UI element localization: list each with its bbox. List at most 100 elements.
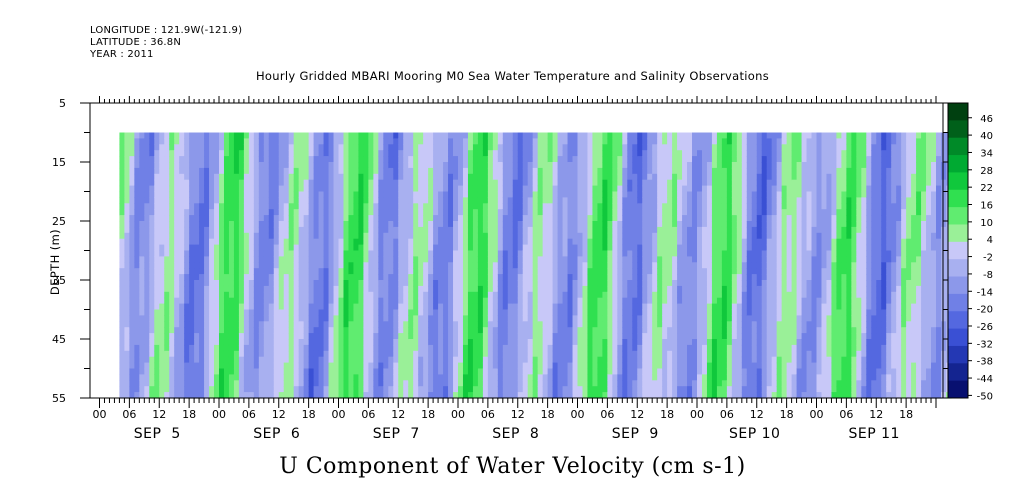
heatmap-cell <box>408 386 414 393</box>
heatmap-cell <box>204 173 210 181</box>
heatmap-cell <box>462 150 469 157</box>
heatmap-cell <box>298 232 305 240</box>
heatmap-cell <box>472 173 479 181</box>
heatmap-cell <box>423 226 429 234</box>
heatmap-cell <box>383 132 389 139</box>
heatmap-cell <box>477 250 484 257</box>
heatmap-cell <box>448 179 454 187</box>
heatmap-cell <box>413 285 419 293</box>
heatmap-cell <box>169 315 175 322</box>
heatmap-cell <box>323 339 330 346</box>
heatmap-cell <box>179 315 185 322</box>
heatmap-cell <box>423 392 429 399</box>
heatmap-cell <box>567 285 574 293</box>
heatmap-cell <box>139 274 145 281</box>
heatmap-cell <box>308 162 315 169</box>
heatmap-cell <box>283 244 290 252</box>
heatmap-cell <box>458 285 464 293</box>
heatmap-cell <box>517 327 524 334</box>
heatmap-cell <box>129 309 135 316</box>
heatmap-cell <box>642 268 648 275</box>
heatmap-cell <box>149 250 155 257</box>
heatmap-cell <box>159 333 165 340</box>
heatmap-cell <box>403 327 409 334</box>
heatmap-cell <box>552 339 559 346</box>
heatmap-cell <box>228 303 235 311</box>
heatmap-cell <box>467 191 474 198</box>
heatmap-cell <box>228 167 235 175</box>
heatmap-cell <box>657 197 663 204</box>
heatmap-cell <box>438 374 444 381</box>
heatmap-cell <box>119 386 125 393</box>
heatmap-cell <box>443 321 449 328</box>
heatmap-cell <box>228 268 235 275</box>
heatmap-cell <box>433 309 439 316</box>
heatmap-cell <box>283 380 290 387</box>
heatmap-cell <box>522 368 529 375</box>
heatmap-cell <box>204 256 210 263</box>
heatmap-cell <box>268 250 275 257</box>
heatmap-cell <box>547 209 554 216</box>
heatmap-cell <box>482 209 489 216</box>
heatmap-cell <box>492 362 499 370</box>
heatmap-cell <box>288 179 295 187</box>
heatmap-cell <box>647 268 653 275</box>
heatmap-cell <box>184 303 190 311</box>
heatmap-cell <box>567 238 574 246</box>
heatmap-cell <box>512 150 519 157</box>
heatmap-cell <box>398 344 404 352</box>
heatmap-cell <box>278 197 285 204</box>
heatmap-cell <box>637 321 643 328</box>
heatmap-cell <box>467 315 474 322</box>
heatmap-cell <box>492 185 499 193</box>
heatmap-cell <box>482 173 489 181</box>
heatmap-cell <box>438 350 444 358</box>
heatmap-cell <box>383 162 389 169</box>
heatmap-cell <box>667 333 673 340</box>
heatmap-cell <box>567 232 574 240</box>
heatmap-cell <box>268 374 275 381</box>
heatmap-cell <box>124 232 130 240</box>
heatmap-cell <box>462 179 469 187</box>
heatmap-cell <box>308 362 315 370</box>
heatmap-cell <box>487 162 494 169</box>
heatmap-cell <box>383 315 389 322</box>
heatmap-cell <box>492 232 499 240</box>
heatmap-cell <box>482 250 489 257</box>
heatmap-cell <box>512 197 519 204</box>
heatmap-cell <box>363 274 369 281</box>
heatmap-cell <box>428 380 434 387</box>
heatmap-cell <box>333 256 340 263</box>
heatmap-cell <box>647 392 653 399</box>
heatmap-cell <box>273 268 280 275</box>
heatmap-cell <box>517 291 524 299</box>
heatmap-cell <box>398 167 404 175</box>
heatmap-cell <box>214 303 220 311</box>
heatmap-cell <box>652 209 658 216</box>
heatmap-cell <box>378 150 384 157</box>
heatmap-cell <box>273 291 280 299</box>
heatmap-cell <box>632 162 638 169</box>
heatmap-cell <box>343 368 350 375</box>
heatmap-cell <box>577 309 584 316</box>
heatmap-cell <box>278 191 285 198</box>
heatmap-cell <box>632 374 638 381</box>
heatmap-cell <box>124 162 130 169</box>
heatmap-cell <box>328 386 335 393</box>
heatmap-cell <box>592 291 599 299</box>
heatmap-cell <box>383 274 389 281</box>
heatmap-cell <box>129 173 135 181</box>
heatmap-cell <box>398 339 404 346</box>
heatmap-cell <box>303 197 310 204</box>
heatmap-cell <box>169 380 175 387</box>
heatmap-cell <box>527 197 534 204</box>
heatmap-cell <box>423 185 429 193</box>
heatmap-cell <box>199 321 205 328</box>
heatmap-cell <box>134 244 140 252</box>
heatmap-cell <box>348 197 355 204</box>
heatmap-cell <box>622 392 628 399</box>
heatmap-cell <box>338 380 345 387</box>
heatmap-cell <box>487 380 494 387</box>
heatmap-cell <box>502 215 509 222</box>
heatmap-cell <box>622 185 628 193</box>
